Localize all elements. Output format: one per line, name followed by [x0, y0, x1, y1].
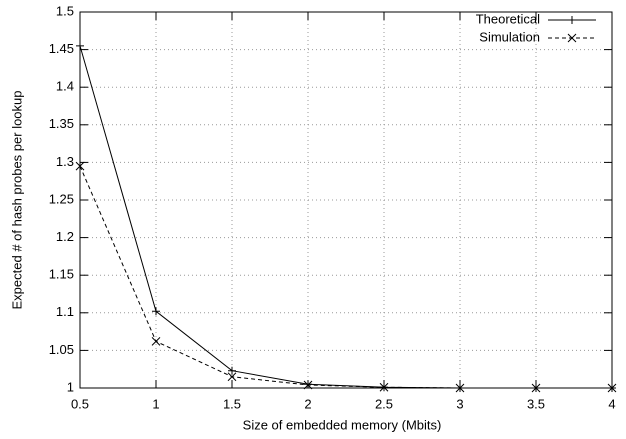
point-marker: [303, 380, 313, 390]
y-axis-label: Expected # of hash probes per lookup: [9, 91, 24, 310]
point-marker: [75, 161, 85, 171]
point-marker: [304, 380, 312, 389]
x-axis-label: Size of embedded memory (Mbits): [243, 417, 442, 432]
y-tick-label: 1.05: [49, 342, 74, 357]
point-marker: [379, 382, 389, 392]
x-tick-label: 1: [152, 396, 159, 411]
y-tick-label: 1.5: [56, 3, 74, 18]
y-tick-label: 1.1: [56, 304, 74, 319]
x-tick-label: 3: [456, 396, 463, 411]
point-marker: [76, 41, 84, 50]
plot-border: [79, 11, 613, 389]
y-tick-label: 1.3: [56, 154, 74, 169]
x-tick-label: 0.5: [71, 396, 89, 411]
y-tick-label: 1.4: [56, 79, 74, 94]
legend-label: Simulation: [479, 29, 540, 44]
point-marker: [228, 366, 236, 375]
x-tick-label: 4: [608, 396, 615, 411]
y-tick-label: 1.45: [49, 41, 74, 56]
point-marker: [151, 337, 161, 346]
x-tick-label: 3.5: [527, 396, 545, 411]
y-tick-label: 1.25: [49, 191, 74, 206]
point-marker: [455, 383, 465, 393]
legend-label: Theoretical: [476, 11, 540, 26]
point-marker: [607, 383, 617, 393]
series-line: [79, 45, 612, 389]
y-tick-label: 1.15: [49, 267, 74, 282]
y-tick-label: 1: [67, 379, 74, 394]
x-tick-label: 2: [304, 396, 311, 411]
y-tick-label: 1.35: [49, 116, 74, 131]
point-marker: [152, 307, 160, 316]
legend-marker: [568, 16, 576, 24]
x-tick-label: 2.5: [375, 396, 393, 411]
x-tick-label: 1.5: [223, 396, 241, 411]
y-tick-label: 1.2: [56, 229, 74, 244]
point-marker: [531, 383, 541, 393]
legend-marker: [567, 33, 577, 43]
series-line: [79, 165, 612, 389]
point-marker: [227, 372, 237, 382]
